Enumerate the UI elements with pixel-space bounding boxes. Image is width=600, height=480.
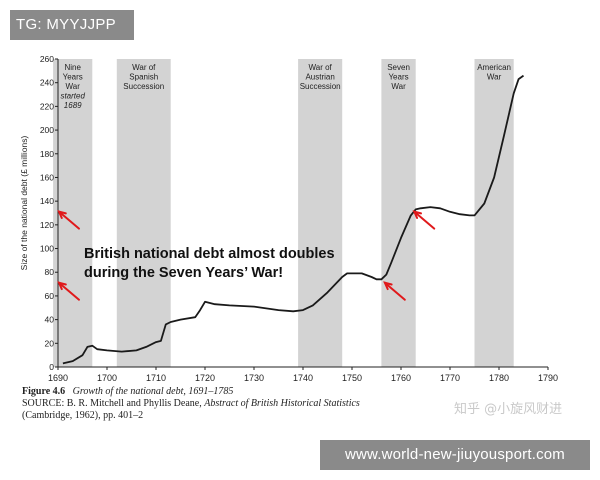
war-label-4-0: American (477, 63, 511, 72)
y-tick-label: 200 (40, 125, 54, 135)
annotations: British national debt almost doubles duri… (84, 246, 335, 281)
red-arrow-head-2 (383, 281, 393, 291)
y-tick-label: 20 (45, 338, 55, 348)
y-tick-label: 180 (40, 149, 54, 159)
war-note-0-0: started (60, 92, 85, 101)
figure-caption-line-3: (Cambridge, 1962), pp. 401–2 (22, 410, 422, 422)
war-label-0-1: Years (63, 73, 83, 82)
watermark: 知乎 @小旋风财进 (454, 402, 563, 417)
red-arrow-0 (58, 210, 80, 230)
war-band-4 (474, 59, 514, 367)
chart-axes: 0 20 40 60 80 100 120 140 160 180 200 220 240 260 1690… (19, 54, 558, 383)
source-title: Abstract of British Historical Statistic… (204, 398, 360, 409)
y-tick-label: 80 (45, 267, 55, 277)
red-arrow-1 (58, 281, 80, 301)
x-tick-label: 1720 (195, 373, 215, 383)
bottom-tag: www.world-new-jiuyousport.com (320, 440, 590, 470)
war-label-3-0: Seven (387, 63, 410, 72)
y-tick-label: 60 (45, 291, 55, 301)
y-tick-label: 40 (45, 315, 55, 325)
x-tick-label: 1730 (244, 373, 264, 383)
war-band-2 (298, 59, 343, 367)
war-label-1-0: War of (132, 63, 156, 72)
source-label: SOURCE: (22, 398, 65, 409)
annotation-line-1: during the Seven Years’ War! (84, 265, 283, 281)
y-tick-label: 140 (40, 196, 54, 206)
red-arrow-head-3 (412, 210, 422, 219)
war-label-1-1: Spanish (129, 73, 158, 82)
y-tick-label: 220 (40, 101, 54, 111)
red-arrow-2 (383, 281, 406, 301)
x-tick-label: 1780 (489, 373, 509, 383)
war-bands (53, 59, 514, 367)
figure-title: Growth of the national debt, 1691–1785 (72, 386, 234, 397)
war-label-1-2: Succession (123, 82, 164, 91)
y-tick-label: 240 (40, 78, 54, 88)
x-tick-label: 1700 (97, 373, 117, 383)
figure-caption-line-2: SOURCE: B. R. Mitchell and Phyllis Deane… (22, 398, 422, 410)
y-tick-label: 100 (40, 244, 54, 254)
debt-series-line-0 (62, 74, 525, 365)
x-tick-label: 1740 (293, 373, 313, 383)
source-authors: B. R. Mitchell and Phyllis Deane, (66, 398, 202, 409)
arrows (57, 210, 436, 301)
war-label-3-1: Years (388, 73, 408, 82)
y-tick-label: 260 (40, 54, 54, 64)
figure-number: Figure 4.6 (22, 386, 66, 397)
red-arrow-head-1 (57, 281, 67, 291)
war-label-4-1: War (487, 73, 502, 82)
red-arrow-head-0 (57, 210, 67, 219)
figure-caption: Figure 4.6 Growth of the national debt, … (22, 386, 422, 422)
x-tick-label: 1770 (440, 373, 460, 383)
war-label-3-2: War (391, 82, 406, 91)
annotation-line-0: British national debt almost doubles (84, 246, 335, 262)
war-label-2-1: Austrian (305, 73, 334, 82)
war-label-2-2: Succession (300, 82, 341, 91)
top-tag: TG: MYYJJPP (10, 10, 134, 40)
x-tick-label: 1710 (146, 373, 166, 383)
war-label-2-0: War of (309, 63, 333, 72)
war-label-0-0: Nine (64, 63, 81, 72)
war-band-3 (381, 59, 416, 367)
war-band-1 (116, 59, 171, 367)
y-tick-label: 0 (49, 362, 54, 372)
y-axis-label: Size of the national debt (£ millions) (19, 136, 29, 271)
red-arrow-3 (413, 210, 436, 230)
series-lines (62, 74, 525, 365)
x-tick-label: 1750 (342, 373, 362, 383)
y-tick-label: 160 (40, 172, 54, 182)
y-tick-label: 120 (40, 220, 54, 230)
source-details: (Cambridge, 1962), pp. 401–2 (22, 410, 144, 421)
x-tick-label: 1690 (48, 373, 68, 383)
war-label-0-2: War (66, 82, 81, 91)
figure-caption-line-1: Figure 4.6 Growth of the national debt, … (22, 386, 422, 398)
x-tick-label: 1760 (391, 373, 411, 383)
x-tick-label: 1790 (538, 373, 558, 383)
war-note-0-1: 1689 (64, 101, 82, 110)
